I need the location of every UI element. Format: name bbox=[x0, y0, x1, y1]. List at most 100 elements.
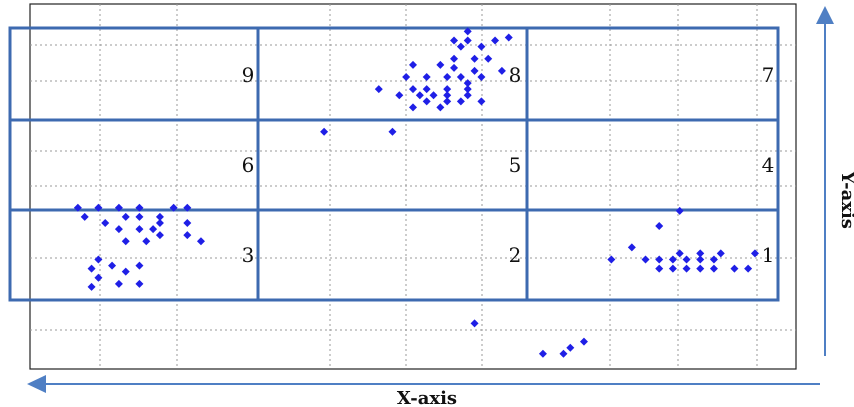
data-point bbox=[374, 85, 383, 94]
cell-label-5: 5 bbox=[509, 153, 522, 177]
data-point bbox=[135, 212, 144, 221]
data-point bbox=[709, 264, 718, 273]
data-point bbox=[497, 66, 506, 75]
data-point bbox=[744, 264, 753, 273]
data-point bbox=[682, 264, 691, 273]
data-point bbox=[443, 91, 452, 100]
data-point bbox=[470, 66, 479, 75]
data-point bbox=[456, 97, 465, 106]
data-point bbox=[73, 203, 82, 212]
data-point bbox=[422, 73, 431, 81]
data-point bbox=[668, 255, 677, 264]
data-point bbox=[142, 237, 151, 246]
data-point bbox=[121, 212, 130, 221]
data-point bbox=[436, 103, 445, 112]
cell-label-6: 6 bbox=[242, 153, 255, 177]
data-point bbox=[183, 203, 192, 212]
data-point bbox=[538, 349, 547, 358]
data-point bbox=[696, 264, 705, 273]
data-point bbox=[463, 79, 472, 88]
data-point bbox=[456, 73, 465, 81]
data-point bbox=[114, 225, 123, 234]
data-point bbox=[566, 343, 575, 352]
data-point bbox=[491, 36, 500, 45]
data-point bbox=[114, 203, 123, 212]
data-point bbox=[675, 249, 684, 258]
data-point bbox=[682, 255, 691, 264]
data-point bbox=[456, 42, 465, 51]
data-point bbox=[409, 103, 417, 112]
cell-label-2: 2 bbox=[509, 243, 522, 267]
data-point bbox=[87, 264, 96, 273]
data-point bbox=[80, 212, 89, 221]
data-point bbox=[627, 243, 636, 252]
data-point bbox=[135, 261, 144, 270]
data-point bbox=[477, 73, 486, 81]
data-point bbox=[395, 91, 404, 100]
data-point bbox=[155, 219, 164, 227]
data-point bbox=[114, 279, 123, 288]
data-point bbox=[675, 206, 684, 215]
data-point bbox=[169, 203, 178, 212]
data-point bbox=[477, 97, 486, 106]
data-point bbox=[641, 255, 650, 264]
data-point bbox=[135, 279, 144, 288]
x-axis-arrow bbox=[27, 375, 820, 393]
data-point bbox=[696, 255, 705, 264]
data-point bbox=[443, 97, 452, 106]
cell-labels: 9 8 7 6 5 4 3 2 1 bbox=[242, 63, 775, 267]
data-point bbox=[415, 91, 424, 100]
data-point bbox=[402, 73, 411, 81]
data-point bbox=[183, 231, 192, 240]
data-point bbox=[463, 85, 472, 94]
data-point bbox=[183, 219, 192, 227]
y-axis-arrow bbox=[816, 6, 834, 356]
data-point bbox=[559, 349, 568, 358]
data-point bbox=[450, 36, 459, 45]
y-axis-title: Y-axis bbox=[837, 170, 854, 229]
data-point bbox=[655, 255, 664, 264]
data-point bbox=[696, 249, 705, 258]
data-point bbox=[709, 255, 718, 264]
data-point bbox=[320, 127, 329, 136]
data-point bbox=[607, 255, 616, 264]
data-point bbox=[470, 54, 479, 63]
data-point bbox=[135, 225, 144, 234]
data-point bbox=[409, 60, 417, 69]
grid-lines bbox=[30, 4, 796, 369]
data-point bbox=[655, 264, 664, 273]
data-point bbox=[87, 282, 96, 291]
data-point bbox=[94, 255, 103, 264]
data-point bbox=[108, 261, 117, 270]
cell-label-3: 3 bbox=[242, 243, 255, 267]
data-point bbox=[422, 85, 431, 94]
data-points bbox=[73, 27, 759, 358]
data-point bbox=[149, 225, 158, 234]
data-point bbox=[504, 33, 513, 42]
data-point bbox=[429, 91, 438, 100]
cell-label-7: 7 bbox=[762, 63, 775, 87]
data-point bbox=[436, 60, 445, 69]
data-point bbox=[716, 249, 725, 258]
data-point bbox=[470, 319, 479, 328]
data-point bbox=[388, 127, 397, 136]
cell-label-9: 9 bbox=[242, 63, 255, 87]
region-outer-box bbox=[8, 26, 780, 302]
data-point bbox=[450, 63, 459, 72]
data-point bbox=[155, 212, 164, 221]
data-point bbox=[135, 203, 144, 212]
data-point bbox=[484, 54, 493, 63]
data-point bbox=[94, 273, 103, 282]
data-point bbox=[121, 237, 130, 246]
data-point bbox=[463, 36, 472, 45]
data-point bbox=[730, 264, 739, 273]
data-point bbox=[668, 264, 677, 273]
data-point bbox=[579, 337, 588, 346]
data-point bbox=[450, 54, 459, 63]
data-point bbox=[422, 97, 431, 106]
data-point bbox=[409, 85, 417, 94]
cell-label-8: 8 bbox=[509, 63, 522, 87]
data-point bbox=[750, 249, 759, 258]
data-point bbox=[443, 73, 452, 81]
